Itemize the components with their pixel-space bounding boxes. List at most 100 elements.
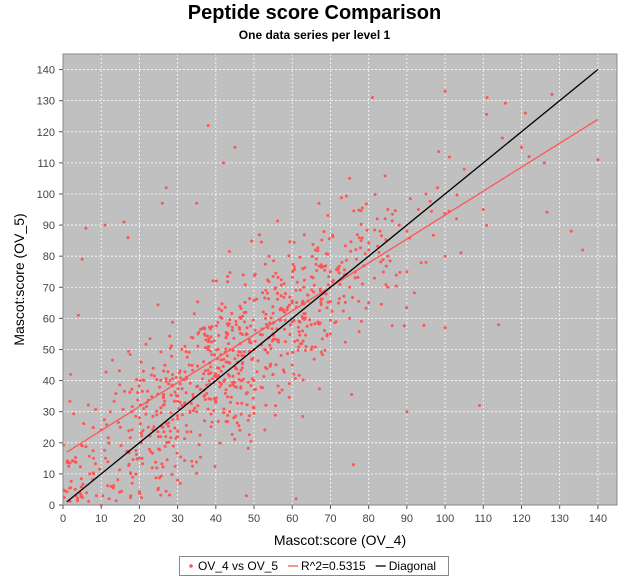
scatter-point: [240, 401, 244, 405]
scatter-point: [111, 358, 114, 362]
scatter-point: [481, 208, 485, 211]
scatter-point: [168, 379, 172, 383]
scatter-point: [292, 372, 296, 376]
scatter-point: [105, 423, 109, 427]
scatter-point: [253, 339, 257, 343]
scatter-point: [158, 385, 162, 389]
legend-marker: [189, 564, 193, 568]
scatter-point: [223, 305, 227, 309]
scatter-point: [161, 465, 165, 469]
scatter-point: [360, 236, 364, 240]
scatter-point: [111, 486, 115, 490]
scatter-point: [251, 318, 255, 322]
scatter-point: [303, 312, 307, 315]
scatter-point: [224, 336, 228, 340]
scatter-point: [386, 208, 390, 211]
scatter-point: [162, 430, 166, 434]
scatter-point: [244, 494, 248, 498]
scatter-point: [249, 384, 253, 388]
scatter-point: [138, 422, 142, 426]
scatter-point: [126, 236, 130, 239]
scatter-point: [297, 319, 301, 323]
scatter-point: [162, 369, 166, 373]
scatter-point: [351, 296, 354, 299]
scatter-point: [68, 486, 72, 490]
scatter-point: [131, 458, 135, 462]
scatter-point: [158, 476, 161, 480]
scatter-point: [416, 208, 420, 211]
scatter-point: [255, 297, 259, 301]
scatter-point: [264, 323, 268, 326]
scatter-point: [73, 487, 77, 491]
scatter-point: [274, 404, 277, 408]
scatter-point: [154, 460, 158, 464]
scatter-point: [274, 271, 278, 275]
scatter-point: [201, 377, 205, 381]
x-tick-label: 0: [60, 513, 66, 525]
scatter-point: [187, 363, 191, 367]
scatter-point: [279, 353, 283, 357]
x-tick-label: 70: [324, 513, 336, 525]
scatter-point: [292, 265, 296, 269]
scatter-point: [169, 393, 173, 397]
scatter-point: [323, 268, 327, 272]
scatter-point: [348, 176, 352, 180]
scatter-point: [180, 387, 184, 391]
scatter-point: [129, 494, 133, 498]
scatter-point: [183, 370, 187, 374]
scatter-point: [173, 464, 177, 468]
scatter-point: [140, 456, 144, 460]
scatter-point: [170, 473, 174, 477]
scatter-point: [216, 420, 220, 423]
scatter-point: [310, 288, 314, 292]
scatter-point: [282, 295, 286, 299]
scatter-point: [234, 323, 238, 327]
scatter-point: [245, 326, 249, 330]
chart-subtitle: One data series per level 1: [238, 28, 391, 42]
scatter-point: [210, 325, 214, 329]
scatter-point: [281, 308, 285, 312]
scatter-point: [271, 373, 275, 377]
scatter-point: [252, 411, 256, 415]
scatter-point: [290, 320, 294, 324]
scatter-point: [295, 280, 299, 284]
scatter-point: [94, 408, 98, 411]
legend-label: R^2=0.5315: [301, 559, 366, 573]
scatter-point: [191, 393, 195, 396]
legend-items: OV_4 vs OV_5 R^2=0.5315 Diagonal: [189, 559, 436, 573]
scatter-point: [92, 456, 96, 460]
scatter-point: [343, 300, 347, 304]
scatter-point: [72, 412, 76, 416]
scatter-point: [343, 340, 347, 344]
scatter-point: [170, 344, 173, 348]
scatter-point: [301, 329, 304, 333]
scatter-point: [203, 398, 207, 401]
scatter-point: [431, 233, 435, 237]
scatter-point: [455, 217, 458, 221]
diagonal-line: [66, 69, 599, 503]
scatter-point: [183, 437, 187, 441]
scatter-point: [317, 264, 321, 268]
scatter-point: [279, 283, 283, 287]
scatter-point: [163, 363, 167, 367]
scatter-point: [318, 309, 321, 313]
x-tick-label: 60: [286, 513, 298, 525]
scatter-point: [69, 372, 73, 376]
scatter-point: [165, 458, 169, 462]
scatter-point: [161, 425, 165, 429]
scatter-point: [131, 475, 135, 479]
scatter-point: [191, 464, 195, 468]
scatter-point: [207, 372, 211, 376]
scatter-point: [283, 340, 287, 344]
scatter-point: [141, 462, 145, 466]
scatter-point: [261, 310, 265, 314]
scatter-point: [220, 302, 224, 306]
scatter-point: [326, 213, 330, 217]
x-tick-label: 140: [589, 513, 607, 525]
scatter-point: [168, 493, 172, 497]
scatter-point: [262, 375, 266, 378]
series-lines: [66, 69, 599, 503]
scatter-point: [365, 228, 369, 232]
scatter-point: [139, 360, 143, 364]
